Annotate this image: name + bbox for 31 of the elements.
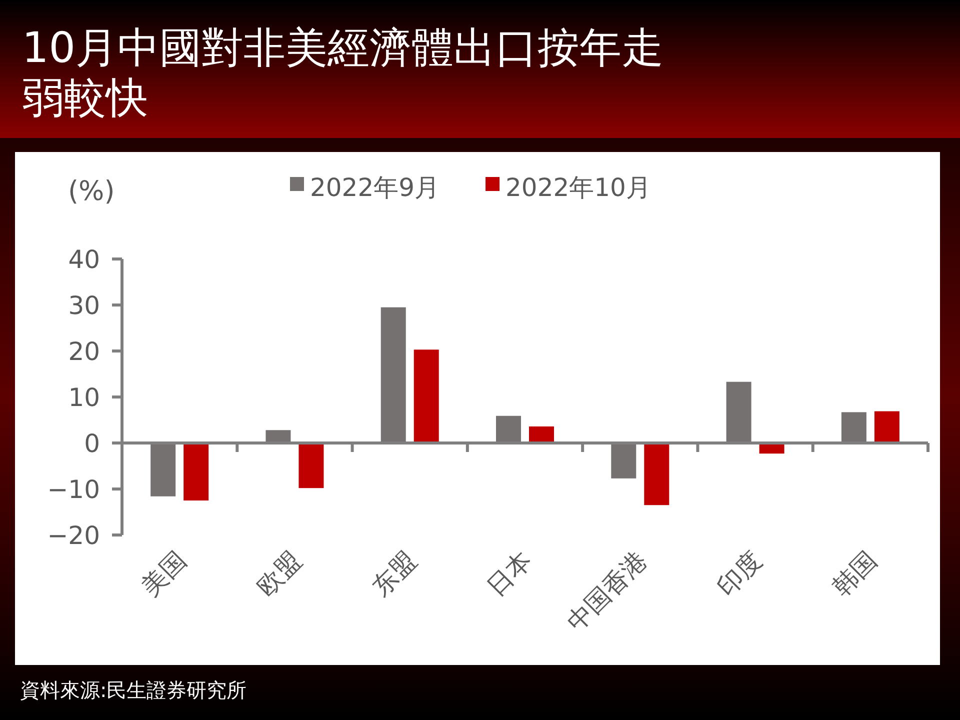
bar	[726, 382, 752, 443]
y-tick-label: 20	[68, 337, 100, 366]
y-tick-label: −20	[47, 521, 100, 550]
y-tick-label: 0	[84, 429, 100, 458]
y-tick-label: −10	[47, 475, 100, 504]
y-tick-label: 30	[68, 291, 100, 320]
legend-label: 2022年9月	[310, 173, 440, 202]
x-tick-label: 中国香港	[561, 546, 652, 637]
bar	[496, 416, 521, 443]
bar	[841, 412, 866, 443]
bar	[611, 443, 636, 478]
bar	[414, 350, 439, 443]
legend-label: 2022年10月	[506, 173, 651, 202]
y-axis-title: (%)	[68, 176, 115, 207]
chart-title: 10月中國對非美經濟體出口按年走弱較快	[22, 23, 664, 122]
bar	[184, 443, 209, 500]
y-tick-label: 10	[68, 383, 100, 412]
x-tick-label: 东盟	[366, 546, 422, 602]
bar	[298, 443, 324, 488]
bar	[874, 411, 900, 443]
y-tick-label: 40	[68, 245, 100, 274]
bar	[380, 307, 406, 443]
x-tick-label: 美国	[136, 546, 192, 602]
x-tick-label: 韩国	[826, 546, 883, 602]
bar	[529, 426, 554, 443]
x-tick-label: 日本	[481, 546, 538, 602]
x-tick-label: 欧盟	[251, 546, 307, 602]
bar	[150, 443, 176, 496]
bar	[644, 443, 670, 506]
source-note: 資料來源:民生證券研究所	[20, 678, 247, 702]
x-tick-label: 印度	[712, 546, 768, 602]
